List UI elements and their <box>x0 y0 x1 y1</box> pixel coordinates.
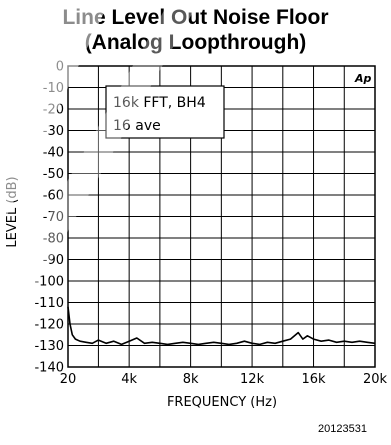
tick-labels: 0-10-20-30-40-50-60-70-80-90-100-110-120… <box>34 60 387 388</box>
y-tick-label: -100 <box>34 275 64 290</box>
y-tick-label: -110 <box>34 296 64 311</box>
x-tick-label: 8k <box>183 372 199 387</box>
x-tick-label: 20 <box>60 372 77 387</box>
x-tick-label: 20k <box>363 372 388 387</box>
y-tick-label: -130 <box>34 339 64 354</box>
plot-series <box>67 306 376 346</box>
noise-series-line <box>67 306 376 346</box>
figure-id: 20123531 <box>318 423 367 435</box>
y-tick-label: -40 <box>43 146 64 161</box>
annotation-line-1: 16k FFT, BH4 <box>113 95 206 111</box>
chart-title: Line Level Out Noise Floor <box>62 6 329 29</box>
y-tick-label: -120 <box>34 318 64 333</box>
y-tick-label: -70 <box>43 210 64 225</box>
x-tick-label: 4k <box>121 372 137 387</box>
x-tick-label: 12k <box>240 372 265 387</box>
annotation-box <box>105 85 225 139</box>
ap-logo: Ap <box>354 72 372 85</box>
y-tick-label: -90 <box>43 253 64 268</box>
annotation-line-2: 16 ave <box>113 118 161 134</box>
y-tick-label: -50 <box>43 167 64 182</box>
y-tick-label: -60 <box>43 189 64 204</box>
y-tick-label: -80 <box>43 232 64 247</box>
x-axis-label: FREQUENCY (Hz) <box>167 395 277 410</box>
plot-frame <box>67 65 376 368</box>
chart-subtitle: (Analog Loopthrough) <box>84 31 307 54</box>
fft-annotation: 16k FFT, BH4 16 ave <box>105 85 225 139</box>
x-tick-label: 16k <box>301 372 326 387</box>
y-tick-label: -140 <box>34 361 64 376</box>
